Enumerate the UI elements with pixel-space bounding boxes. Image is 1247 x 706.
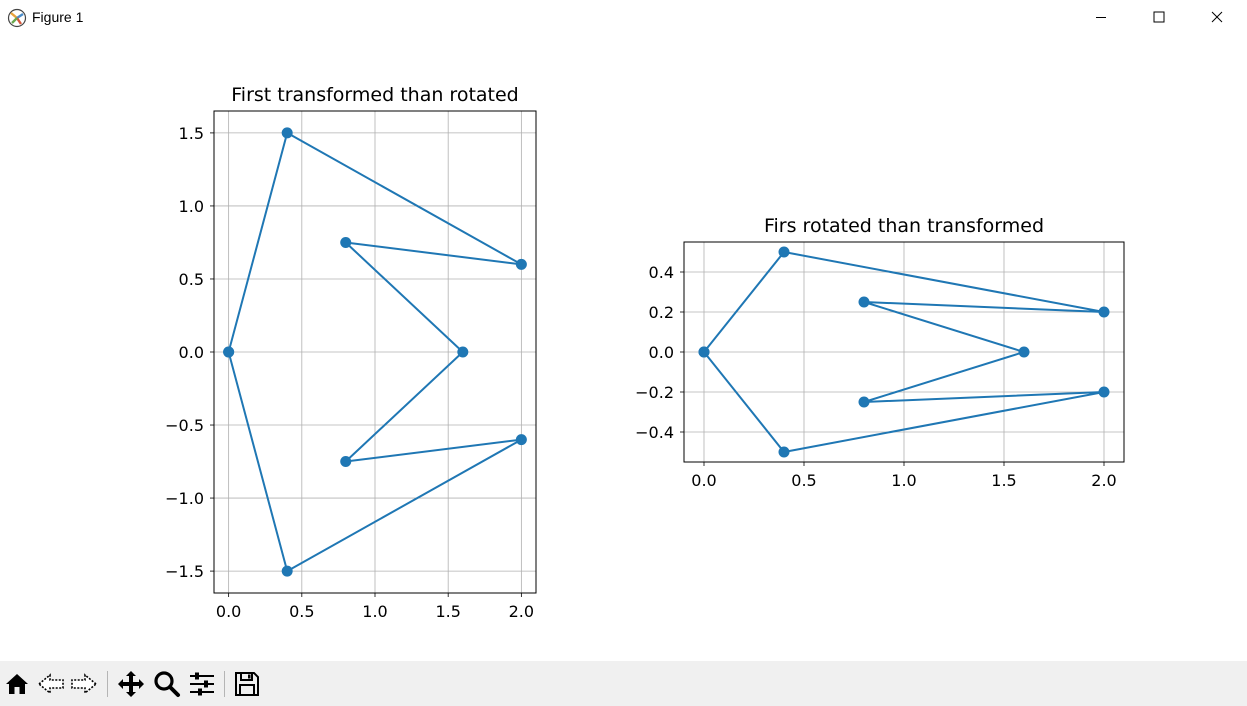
x-tick-label: 1.0 — [362, 602, 387, 621]
data-point — [858, 396, 870, 408]
navigation-toolbar — [0, 661, 1247, 706]
data-point — [1018, 346, 1030, 358]
axes-2: 0.0 0.5 1.0 1.5 2.0 0.4 0.2 0.0 −0.2 −0.4 Firs rot… — [635, 215, 1125, 490]
close-icon — [1211, 11, 1223, 23]
pan-icon — [118, 671, 144, 697]
home-icon — [6, 674, 28, 694]
y-tick-label: −1.5 — [165, 562, 204, 581]
y-tick-label: 0.2 — [649, 303, 674, 322]
x-tick-label: 0.0 — [691, 471, 716, 490]
y-tick-label: −0.4 — [635, 423, 674, 442]
data-point — [515, 434, 527, 446]
figure-canvas[interactable]: 0.0 0.5 1.0 1.5 2.0 1.5 1.0 0.5 0.0 −0.5 −1.0 −1.5 F… — [0, 36, 1247, 660]
chart-title: Firs rotated than transformed — [764, 215, 1044, 237]
x-tick-label: 1.5 — [991, 471, 1016, 490]
x-tick-label: 0.0 — [216, 602, 241, 621]
forward-button[interactable] — [69, 669, 99, 699]
configure-subplots-icon — [190, 672, 214, 696]
data-point — [858, 296, 870, 308]
forward-icon — [71, 673, 98, 695]
pan-button[interactable] — [116, 669, 146, 699]
data-point — [281, 127, 293, 139]
data-point — [340, 456, 352, 468]
x-tick-label: 0.5 — [289, 602, 314, 621]
x-tick-label: 0.5 — [791, 471, 816, 490]
home-button[interactable] — [2, 669, 32, 699]
y-tick-label: 0.0 — [649, 343, 674, 362]
back-button[interactable] — [36, 669, 66, 699]
maximize-icon — [1153, 11, 1165, 23]
data-point — [778, 246, 790, 258]
configure-subplots-button[interactable] — [187, 669, 217, 699]
matplotlib-logo-icon — [7, 8, 27, 28]
x-tick-label: 1.5 — [435, 602, 460, 621]
y-tick-label: 1.5 — [179, 124, 204, 143]
y-tick-label: −1.0 — [165, 489, 204, 508]
save-icon — [235, 672, 259, 696]
y-tick-label: 0.5 — [179, 270, 204, 289]
y-tick-label: −0.2 — [635, 383, 674, 402]
zoom-icon — [154, 671, 180, 697]
x-tick-label: 1.0 — [891, 471, 916, 490]
data-point — [515, 258, 527, 270]
close-button[interactable] — [1188, 0, 1246, 34]
data-point — [778, 446, 790, 458]
window-title: Figure 1 — [32, 9, 84, 25]
chart-title: First transformed than rotated — [231, 84, 519, 106]
data-point — [223, 346, 235, 358]
minimize-button[interactable] — [1072, 0, 1130, 34]
data-point — [340, 236, 352, 248]
axes-frame — [683, 241, 1125, 463]
toolbar-separator — [107, 671, 108, 697]
x-tick-label: 2.0 — [509, 602, 534, 621]
y-tick-label: 1.0 — [179, 197, 204, 216]
data-point — [1098, 306, 1110, 318]
save-button[interactable] — [232, 669, 262, 699]
axes-1: 0.0 0.5 1.0 1.5 2.0 1.5 1.0 0.5 0.0 −0.5 −1.0 −1.5 F… — [165, 84, 537, 621]
back-icon — [37, 673, 64, 695]
data-point — [281, 565, 293, 577]
toolbar-separator — [224, 671, 225, 697]
maximize-button[interactable] — [1130, 0, 1188, 34]
axes-frame — [213, 110, 537, 594]
zoom-button[interactable] — [152, 669, 182, 699]
y-tick-label: −0.5 — [165, 416, 204, 435]
minimize-icon — [1096, 17, 1106, 18]
y-tick-label: 0.0 — [179, 343, 204, 362]
data-point — [457, 346, 469, 358]
data-point — [698, 346, 710, 358]
x-tick-label: 2.0 — [1091, 471, 1116, 490]
title-bar: Figure 1 — [0, 0, 1247, 36]
y-tick-label: 0.4 — [649, 263, 674, 282]
data-point — [1098, 386, 1110, 398]
